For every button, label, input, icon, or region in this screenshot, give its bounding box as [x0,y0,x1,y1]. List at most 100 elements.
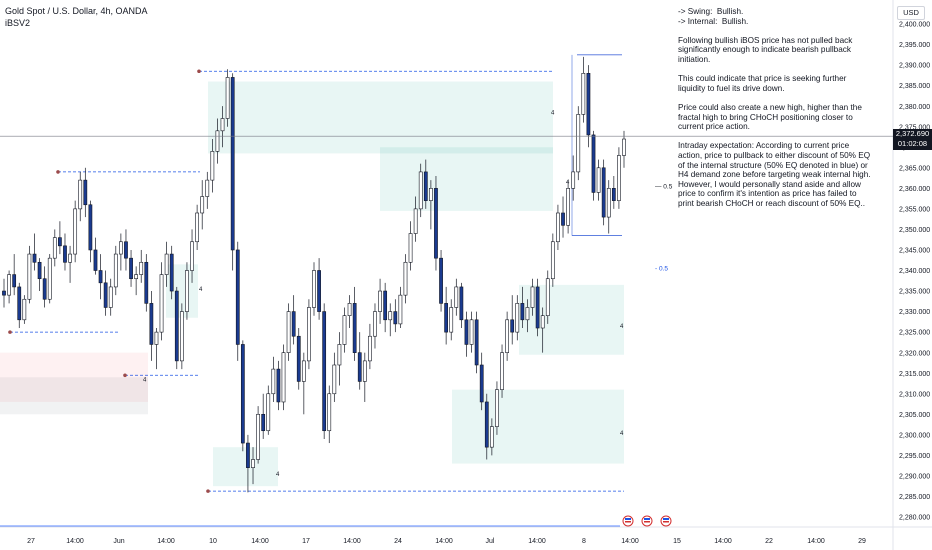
zone-label-z4: 4 [199,287,203,293]
candle-body [195,212,199,243]
candle [261,393,266,439]
candle-body [154,331,159,345]
candle-body [42,278,47,300]
candle [149,291,154,361]
candle [596,159,601,201]
candle [58,221,62,255]
candle [124,229,128,271]
candle [434,176,438,271]
candle [185,262,189,320]
candle [230,73,235,271]
candle-body [413,208,418,234]
candle-body [510,319,515,333]
candle [32,233,37,271]
candle [423,159,428,209]
currency-badge[interactable]: USD [897,6,925,20]
swing-point-marker [206,489,210,493]
candle-body [611,188,616,201]
symbol-title[interactable]: Gold Spot / U.S. Dollar, 4h, OANDA [5,6,148,16]
candle-body [449,307,454,333]
candle [576,106,581,181]
candle-body [434,188,438,259]
candle [347,295,352,329]
candle [403,254,408,304]
candle [561,196,565,238]
candle-body [368,335,372,362]
candle-body [291,311,296,337]
x-tick-label: 14:00 [66,538,84,545]
candle-body [225,77,230,119]
candle-body [388,311,393,321]
flag-stripe [663,521,669,523]
candle [301,352,306,415]
candle-body [378,290,382,312]
x-tick-label: 8 [582,538,586,545]
candle [88,200,93,263]
candle [317,258,321,320]
candle-body [296,335,301,382]
candle-body [342,315,347,345]
candle-body [159,274,164,333]
candle [159,262,164,341]
candle-body [591,134,596,193]
x-tick-label: 14:00 [807,538,825,545]
candle [571,155,576,201]
candle-body [337,344,342,366]
candle-body [93,249,98,271]
annotations: 4 4 4 4 4 4 4 — 0.5 - 0.5 [0,110,893,527]
candle [322,303,327,439]
candle-body [78,179,83,210]
h4-demand-1 [519,284,624,355]
candle-body [418,171,423,210]
candle [525,299,530,333]
candle [251,447,255,485]
candle-body [83,179,88,206]
candle-body [266,393,271,432]
indicator-label[interactable]: iBSV2 [5,18,31,28]
candle [550,233,555,287]
note-new-high: Price could also create a new high, high… [678,102,865,132]
candle-body [144,261,149,304]
swing-point-marker [197,69,201,74]
candle [93,237,98,275]
swing-point-marker [123,373,127,378]
candle [327,385,332,444]
candle-body [246,442,250,468]
candle-body [139,261,144,275]
candle [489,418,494,456]
x-tick-label: 14:00 [528,538,546,545]
candle [215,118,220,164]
candle [418,163,423,218]
candle [256,406,260,464]
candle [291,295,296,345]
candle-body [17,286,22,321]
candle [119,233,123,271]
candle-body [398,294,403,325]
candle-body [454,286,459,308]
swing-point-marker [56,170,60,174]
candle-body [174,290,179,362]
y-tick-label: 2,350.000 [899,227,930,234]
candle [78,171,83,222]
candle [139,249,144,283]
mid-zone [380,147,553,211]
candle-body [312,270,316,308]
y-tick-label: 2,280.000 [899,515,930,522]
candle-body [601,167,606,218]
candle-body [205,179,210,197]
candle-body [98,270,103,284]
price-axis: 2,280.000 2,285.000 2,290.000 2,295.000 2,30… [892,0,930,550]
y-tick-label: 2,345.000 [899,248,930,255]
candle-body [357,352,362,382]
candle [52,229,57,267]
candle-body [271,368,276,395]
y-tick-label: 2,300.000 [899,432,930,439]
candle [556,204,560,250]
y-tick-label: 2,325.000 [899,330,930,337]
candle-body [281,352,286,403]
y-tick-label: 2,305.000 [899,412,930,419]
candle-body [235,249,240,345]
candle-body [403,261,408,296]
